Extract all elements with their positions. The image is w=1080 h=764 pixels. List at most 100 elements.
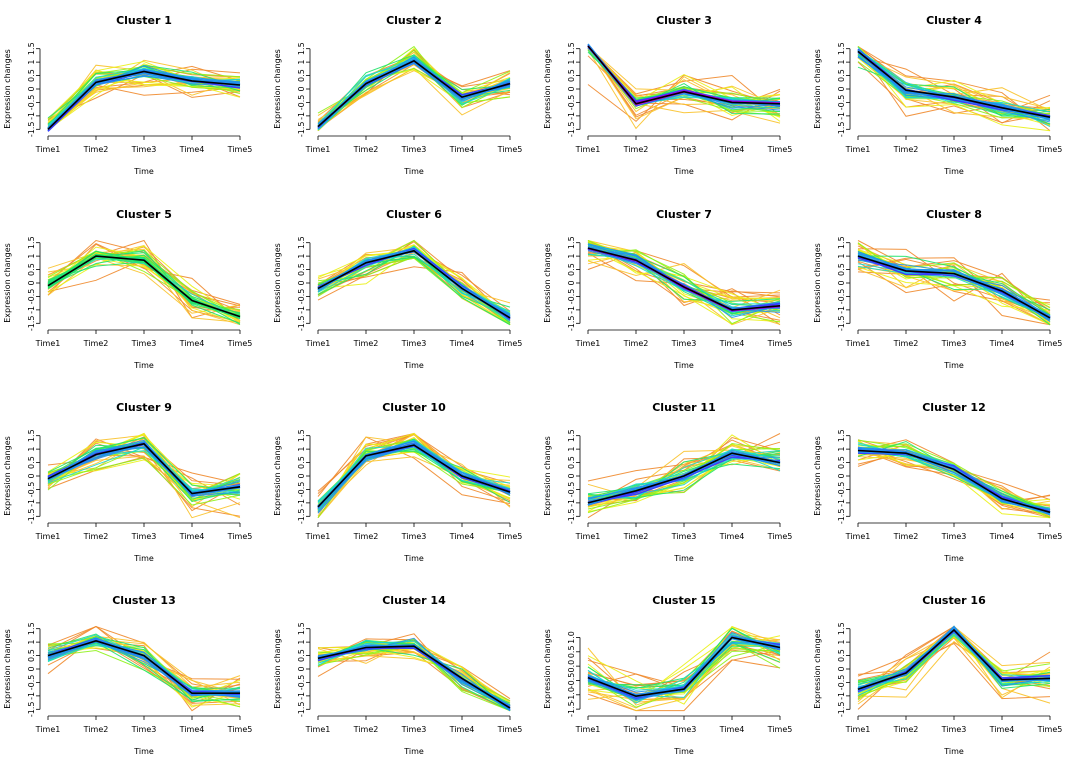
y-axis-label: Expression changes bbox=[813, 436, 822, 516]
x-tick-label: Time1 bbox=[575, 725, 601, 734]
y-tick-label: 0.5 bbox=[297, 263, 306, 276]
chart-cluster-12: Cluster 12 Time1 Time2 Time3 Time4 Time5 Time -… bbox=[813, 401, 1062, 563]
x-axis-label: Time bbox=[403, 554, 424, 563]
x-tick-label: Time4 bbox=[989, 339, 1015, 348]
x-axis-label: Time bbox=[943, 554, 964, 563]
x-tick-label: Time2 bbox=[353, 339, 379, 348]
y-tick-label: -0.5 bbox=[567, 95, 576, 111]
member-line bbox=[317, 247, 511, 322]
y-tick-label: -1 bbox=[837, 499, 846, 507]
member-line bbox=[587, 46, 781, 117]
y-tick-label: -1.5 bbox=[27, 702, 36, 718]
y-tick-label: 1.5 bbox=[27, 622, 36, 635]
member-line bbox=[857, 46, 1051, 124]
member-line bbox=[857, 266, 1051, 319]
y-tick-label: -0.5 bbox=[837, 95, 846, 111]
chart-title: Cluster 1 bbox=[116, 14, 172, 27]
x-tick-label: Time5 bbox=[497, 145, 523, 154]
member-line bbox=[587, 252, 781, 321]
member-line bbox=[317, 247, 511, 325]
member-line bbox=[857, 443, 1051, 510]
x-tick-label: Time4 bbox=[989, 725, 1015, 734]
x-tick-label: Time4 bbox=[449, 339, 475, 348]
chart-cluster-14: Cluster 14 Time1 Time2 Time3 Time4 Time5 Time -… bbox=[273, 594, 522, 756]
x-tick-label: Time4 bbox=[989, 532, 1015, 541]
chart-cluster-5: Cluster 5 Time1 Time2 Time3 Time4 Time5 Time -1… bbox=[3, 208, 252, 370]
y-tick-label: 1.5 bbox=[567, 429, 576, 442]
x-tick-label: Time2 bbox=[623, 725, 649, 734]
x-tick-label: Time5 bbox=[1037, 532, 1063, 541]
chart-cluster-16: Cluster 16 Time1 Time2 Time3 Time4 Time5 Time -… bbox=[813, 594, 1062, 756]
member-line bbox=[587, 457, 781, 504]
y-tick-label: 0 bbox=[297, 666, 306, 671]
y-axis-label: Expression changes bbox=[3, 243, 12, 323]
x-tick-label: Time2 bbox=[893, 339, 919, 348]
y-tick-label: 0.5 bbox=[27, 456, 36, 469]
member-line bbox=[587, 449, 781, 500]
y-axis-label: Expression changes bbox=[3, 49, 12, 129]
centroid-line bbox=[47, 639, 240, 694]
x-tick-label: Time1 bbox=[575, 339, 601, 348]
y-tick-label: 1 bbox=[27, 254, 36, 259]
x-tick-label: Time1 bbox=[305, 532, 331, 541]
y-axis-label: Expression changes bbox=[273, 436, 282, 516]
member-line bbox=[587, 240, 781, 322]
chart-title: Cluster 8 bbox=[926, 208, 982, 221]
x-tick-label: Time4 bbox=[179, 532, 205, 541]
member-line bbox=[47, 641, 241, 701]
y-tick-label: -1.5 bbox=[297, 316, 306, 332]
x-tick-label: Time1 bbox=[35, 725, 61, 734]
member-line bbox=[47, 257, 241, 318]
member-line bbox=[857, 46, 1051, 132]
x-axis-label: Time bbox=[403, 167, 424, 176]
x-tick-label: Time4 bbox=[449, 145, 475, 154]
y-tick-label: -1 bbox=[567, 112, 576, 120]
x-tick-label: Time2 bbox=[353, 532, 379, 541]
x-tick-label: Time2 bbox=[623, 339, 649, 348]
chart-cluster-15: Cluster 15 Time1 Time2 Time3 Time4 Time5 Time -… bbox=[543, 594, 792, 756]
y-axis-label: Expression changes bbox=[813, 243, 822, 323]
y-tick-label: 1.5 bbox=[837, 236, 846, 249]
y-tick-label: 1.5 bbox=[837, 622, 846, 635]
chart-cluster-2: Cluster 2 Time1 Time2 Time3 Time4 Time5 Time -1… bbox=[273, 14, 522, 176]
member-line bbox=[317, 253, 511, 322]
y-tick-label: -0.5 bbox=[297, 95, 306, 111]
y-axis-label: Expression changes bbox=[543, 436, 552, 516]
x-tick-label: Time5 bbox=[1037, 339, 1063, 348]
x-tick-label: Time4 bbox=[449, 725, 475, 734]
chart-title: Cluster 14 bbox=[382, 594, 446, 607]
y-tick-label: 0 bbox=[567, 86, 576, 91]
y-tick-label: 0.5 bbox=[297, 649, 306, 662]
member-line bbox=[317, 645, 511, 712]
y-tick-label: 0.5 bbox=[297, 69, 306, 82]
x-tick-label: Time2 bbox=[893, 725, 919, 734]
x-tick-label: Time4 bbox=[179, 339, 205, 348]
centroid-line bbox=[857, 50, 1051, 118]
x-tick-label: Time1 bbox=[575, 145, 601, 154]
x-tick-label: Time3 bbox=[671, 339, 697, 348]
chart-cluster-8: Cluster 8 Time1 Time2 Time3 Time4 Time5 Time -1… bbox=[813, 208, 1062, 370]
x-tick-label: Time3 bbox=[941, 339, 967, 348]
y-tick-label: -0.5 bbox=[567, 289, 576, 305]
x-tick-label: Time5 bbox=[1037, 725, 1063, 734]
x-tick-label: Time1 bbox=[845, 725, 871, 734]
chart-cluster-7: Cluster 7 Time1 Time2 Time3 Time4 Time5 Time -1… bbox=[543, 208, 792, 370]
y-tick-label: 1 bbox=[297, 60, 306, 65]
y-tick-label: 1 bbox=[567, 447, 576, 452]
centroid-line bbox=[587, 636, 781, 698]
x-tick-label: Time5 bbox=[227, 145, 253, 154]
y-tick-label: -1 bbox=[297, 306, 306, 314]
x-tick-label: Time5 bbox=[227, 725, 253, 734]
member-line bbox=[47, 459, 241, 487]
x-tick-label: Time5 bbox=[1037, 145, 1063, 154]
y-axis-label: Expression changes bbox=[273, 629, 282, 709]
chart-title: Cluster 3 bbox=[656, 14, 712, 27]
x-tick-label: Time3 bbox=[131, 145, 157, 154]
centroid-line bbox=[857, 255, 1051, 319]
x-tick-label: Time2 bbox=[83, 532, 109, 541]
y-tick-label: 1.5 bbox=[27, 236, 36, 249]
chart-cluster-13: Cluster 13 Time1 Time2 Time3 Time4 Time5 Time -… bbox=[3, 594, 252, 756]
centroid-line bbox=[587, 452, 781, 504]
member-line bbox=[857, 642, 1051, 700]
